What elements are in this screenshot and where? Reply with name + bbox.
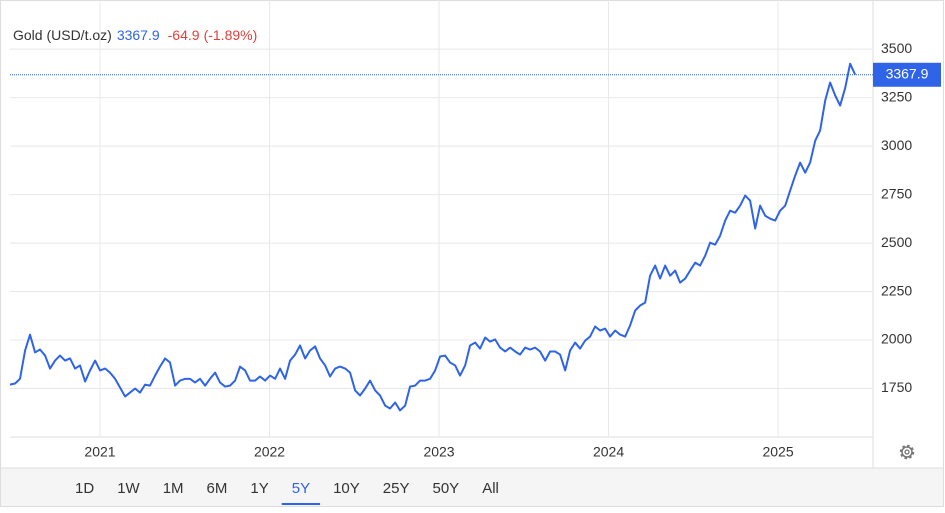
range-bar	[1, 468, 943, 506]
instrument-name: Gold (USD/t.oz)	[13, 27, 112, 43]
range-button[interactable]: All	[482, 480, 499, 497]
range-button[interactable]: 50Y	[433, 480, 460, 497]
settings-icon[interactable]	[899, 444, 915, 460]
y-tick-label: 2750	[881, 185, 912, 201]
gear-hole	[904, 449, 910, 455]
price-change: -64.9	[168, 27, 200, 43]
x-tick-label: 2023	[423, 444, 454, 460]
y-tick-label: 2500	[881, 234, 912, 250]
range-button[interactable]: 1D	[75, 480, 94, 497]
y-tick-label: 3000	[881, 137, 912, 153]
gear-body	[901, 446, 913, 458]
grid	[10, 0, 873, 437]
range-button[interactable]: 25Y	[383, 480, 410, 497]
last-price-label: 3367.9	[886, 65, 929, 81]
last-price: 3367.9	[117, 27, 160, 43]
gear-teeth	[899, 444, 915, 460]
y-tick-label: 3250	[881, 88, 912, 104]
range-button[interactable]: 1Y	[250, 480, 268, 497]
x-tick-label: 2022	[254, 444, 285, 460]
range-button[interactable]: 1W	[117, 480, 140, 497]
x-tick-label: 2025	[762, 444, 793, 460]
range-button[interactable]: 6M	[207, 480, 228, 497]
x-tick-label: 2024	[593, 444, 624, 460]
last-price-tag	[873, 62, 941, 87]
price-line	[9, 62, 857, 412]
y-tick-label: 3500	[881, 40, 912, 56]
range-button[interactable]: 10Y	[333, 480, 360, 497]
price-change-pct: (-1.89%)	[204, 27, 258, 43]
y-tick-label: 2000	[881, 331, 912, 347]
range-button[interactable]: 5Y	[292, 480, 310, 497]
x-tick-label: 2021	[84, 444, 115, 460]
y-tick-label: 2250	[881, 282, 912, 298]
marks	[9, 62, 873, 412]
header: Gold (USD/t.oz) 3367.9 -64.9 (-1.89%)	[13, 27, 257, 43]
range-buttons: 1D 1W 1M 6M 1Y 5Y 10Y 25Y 50Y All	[75, 480, 499, 505]
y-tick-label: 1750	[881, 379, 912, 395]
range-button[interactable]: 1M	[163, 480, 184, 497]
